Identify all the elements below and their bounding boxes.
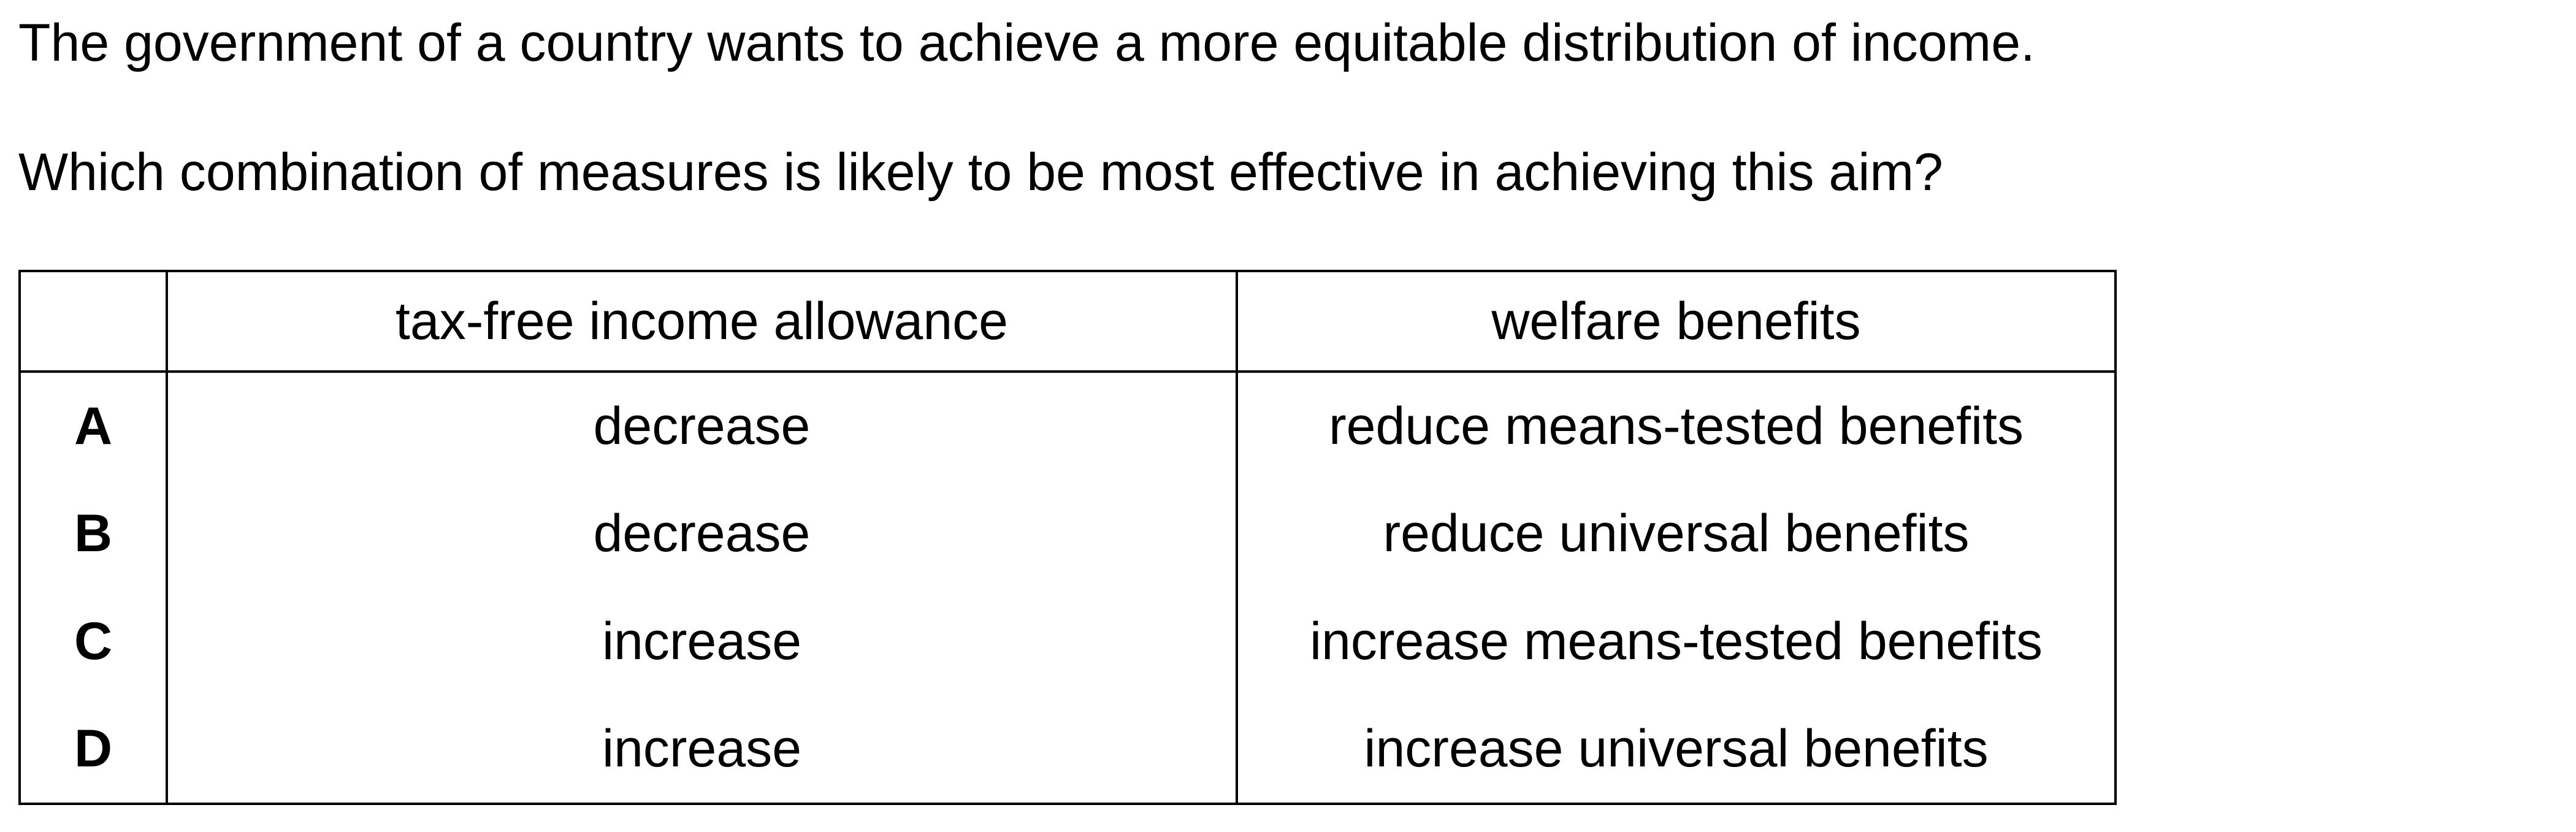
allowance-cell: decrease xyxy=(166,480,1238,588)
options-table: tax-free income allowance welfare benefi… xyxy=(18,270,2117,806)
option-letter-b: B xyxy=(18,480,168,588)
benefits-cell: reduce universal benefits xyxy=(1236,480,2117,588)
benefits-cell: increase means-tested benefits xyxy=(1236,587,2117,695)
question-prompt: Which combination of measures is likely … xyxy=(18,143,1943,202)
option-letter-c: C xyxy=(18,587,168,695)
benefits-cell: increase universal benefits xyxy=(1236,695,2117,806)
option-letter-a: A xyxy=(18,372,168,481)
question-stem: The government of a country wants to ach… xyxy=(18,13,2035,72)
allowance-cell: increase xyxy=(166,695,1238,806)
allowance-cell: increase xyxy=(166,587,1238,695)
table-row: D increase increase universal benefits xyxy=(18,695,2117,806)
benefits-cell: reduce means-tested benefits xyxy=(1236,372,2117,481)
table-row: A decrease reduce means-tested benefits xyxy=(18,372,2117,481)
header-row: tax-free income allowance welfare benefi… xyxy=(18,270,2117,373)
header-blank-cell xyxy=(18,270,168,373)
header-welfare-benefits: welfare benefits xyxy=(1236,270,2117,373)
table-row: C increase increase means-tested benefit… xyxy=(18,587,2117,695)
option-letter-d: D xyxy=(18,695,168,806)
table-row: B decrease reduce universal benefits xyxy=(18,480,2117,588)
allowance-cell: decrease xyxy=(166,372,1238,481)
header-tax-free-income-allowance: tax-free income allowance xyxy=(166,270,1238,373)
